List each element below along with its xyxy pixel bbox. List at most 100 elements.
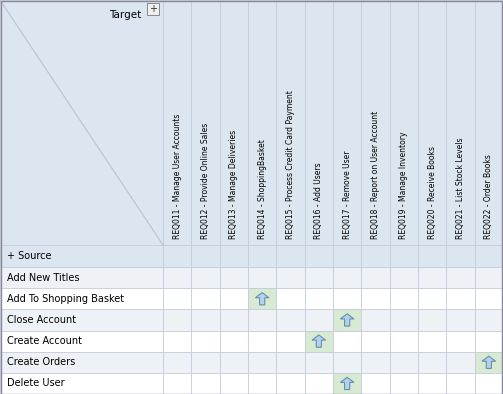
Bar [191,245,220,267]
Text: REQ011 - Manage User Accounts: REQ011 - Manage User Accounts [173,113,182,239]
Bar [276,0,305,245]
Bar [446,352,475,373]
Bar [276,267,305,288]
Polygon shape [482,356,495,368]
Bar [333,245,361,267]
Bar [248,267,276,288]
Bar [361,288,390,309]
Bar [0,352,163,373]
Bar [220,267,248,288]
Bar [0,245,163,267]
Bar [220,0,248,245]
Bar [305,267,333,288]
Text: REQ015 - Process Credit Card Payment: REQ015 - Process Credit Card Payment [286,90,295,239]
Bar [361,352,390,373]
Bar [191,309,220,331]
Bar [305,288,333,309]
Bar [276,245,305,267]
Text: Create Orders: Create Orders [7,357,75,367]
Bar [418,245,446,267]
Bar [418,267,446,288]
Polygon shape [256,293,269,305]
Bar [163,373,191,394]
Bar [191,331,220,352]
Bar [390,373,418,394]
Bar [248,288,276,309]
FancyBboxPatch shape [147,3,159,15]
Bar [163,245,191,267]
Bar [220,331,248,352]
Bar [0,288,163,309]
Bar [191,267,220,288]
Bar [390,309,418,331]
Polygon shape [312,335,325,347]
Bar [191,288,220,309]
Bar [333,373,361,394]
Bar [163,267,191,288]
Bar [446,267,475,288]
Bar [248,352,276,373]
Text: Add To Shopping Basket: Add To Shopping Basket [7,294,124,304]
Bar [248,331,276,352]
Bar [220,245,248,267]
Bar [475,267,503,288]
Bar [475,245,503,267]
Bar [248,309,276,331]
Bar [305,373,333,394]
Bar [418,288,446,309]
Bar [276,288,305,309]
Bar [361,373,390,394]
Bar [333,267,361,288]
Bar [446,288,475,309]
Bar [446,373,475,394]
Bar [276,352,305,373]
Bar [305,0,333,245]
Text: REQ020 - Receive Books: REQ020 - Receive Books [428,146,437,239]
Bar [0,331,163,352]
Text: REQ019 - Manage Inventory: REQ019 - Manage Inventory [399,132,408,239]
Bar [220,288,248,309]
Bar [248,373,276,394]
Bar [191,352,220,373]
Bar [418,352,446,373]
Bar [475,352,503,373]
Text: Delete User: Delete User [7,378,64,388]
Bar [446,331,475,352]
Bar [446,309,475,331]
Text: REQ017 - Remove User: REQ017 - Remove User [343,151,352,239]
Text: REQ021 - List Stock Levels: REQ021 - List Stock Levels [456,138,465,239]
Bar [390,0,418,245]
Bar [0,373,163,394]
Bar [276,331,305,352]
Bar [361,309,390,331]
Text: REQ018 - Report on User Account: REQ018 - Report on User Account [371,111,380,239]
Bar [248,0,276,245]
Bar [333,331,361,352]
Bar [163,309,191,331]
Bar [333,288,361,309]
Text: REQ012 - Provide Online Sales: REQ012 - Provide Online Sales [201,123,210,239]
Bar [390,288,418,309]
Bar [361,245,390,267]
Text: REQ022 - Order Books: REQ022 - Order Books [484,154,493,239]
Bar [220,373,248,394]
Bar [418,331,446,352]
Bar [0,267,163,288]
Bar [475,0,503,245]
Bar [390,352,418,373]
Bar [163,352,191,373]
Bar [163,0,191,245]
Bar [446,245,475,267]
Text: Add New Titles: Add New Titles [7,273,79,282]
Bar [305,245,333,267]
Bar [0,309,163,331]
Bar [0,0,163,267]
Text: Close Account: Close Account [7,315,76,325]
Bar [220,352,248,373]
Text: +: + [149,4,157,14]
Bar [446,0,475,245]
Bar [276,373,305,394]
Bar [163,288,191,309]
Bar [191,0,220,245]
Bar [475,288,503,309]
